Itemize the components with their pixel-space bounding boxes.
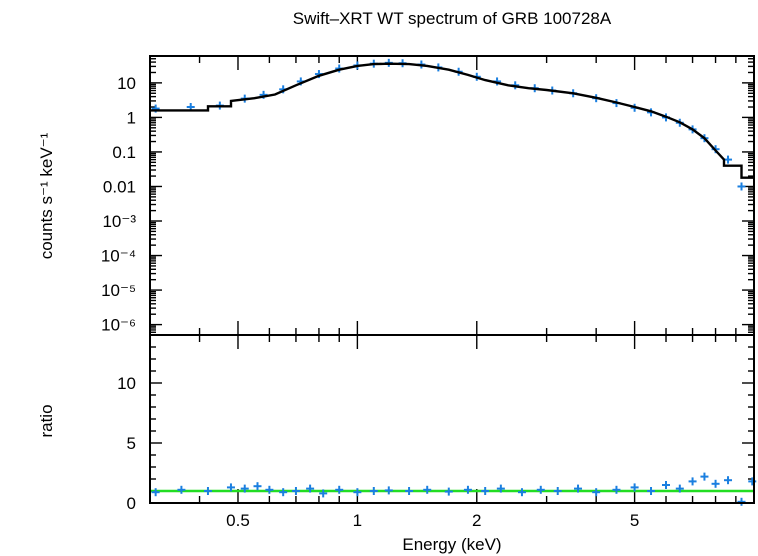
ratio-series <box>150 472 757 506</box>
y-tick-label: 10⁻³ <box>102 212 136 231</box>
y-tick-label: 1 <box>127 108 136 127</box>
chart-title: Swift–XRT WT spectrum of GRB 100728A <box>293 9 612 28</box>
y-tick-label: 10⁻⁴ <box>101 247 136 266</box>
energy-x-axis-label: Energy (keV) <box>402 535 501 554</box>
ratio-panel: 0.5 1 2 5 0 5 10 <box>117 334 757 530</box>
ratio-plot-frame <box>149 334 755 504</box>
y-tick-label: 5 <box>127 434 136 453</box>
y-tick-label: 10⁻⁶ <box>101 316 136 335</box>
x-tick-label: 5 <box>630 511 639 530</box>
y-tick-label: 10 <box>117 374 136 393</box>
x-tick-label: 1 <box>353 511 362 530</box>
spectrum-data-series <box>151 58 746 191</box>
spectrum-axis-ticks: 10 1 0.1 0.01 10⁻³ 10⁻⁴ 10⁻⁵ 10⁻⁶ <box>101 56 754 349</box>
x-tick-label: 0.5 <box>226 511 250 530</box>
spectrum-series <box>150 58 754 191</box>
y-tick-label: 0 <box>127 494 136 513</box>
ratio-data-series <box>151 472 757 506</box>
y-tick-label: 10 <box>117 74 136 93</box>
spectrum-plot-frame <box>149 55 755 336</box>
y-tick-label: 10⁻⁵ <box>101 281 136 300</box>
spectrum-panel: 10 1 0.1 0.01 10⁻³ 10⁻⁴ 10⁻⁵ 10⁻⁶ <box>101 55 755 349</box>
x-tick-label: 2 <box>472 511 481 530</box>
y-tick-label: 0.1 <box>112 143 136 162</box>
spectrum-y-axis-label: counts s⁻¹ keV⁻¹ <box>37 132 56 259</box>
y-tick-label: 0.01 <box>103 177 136 196</box>
spectrum-model-line <box>150 62 754 179</box>
ratio-y-axis-label: ratio <box>37 404 56 437</box>
